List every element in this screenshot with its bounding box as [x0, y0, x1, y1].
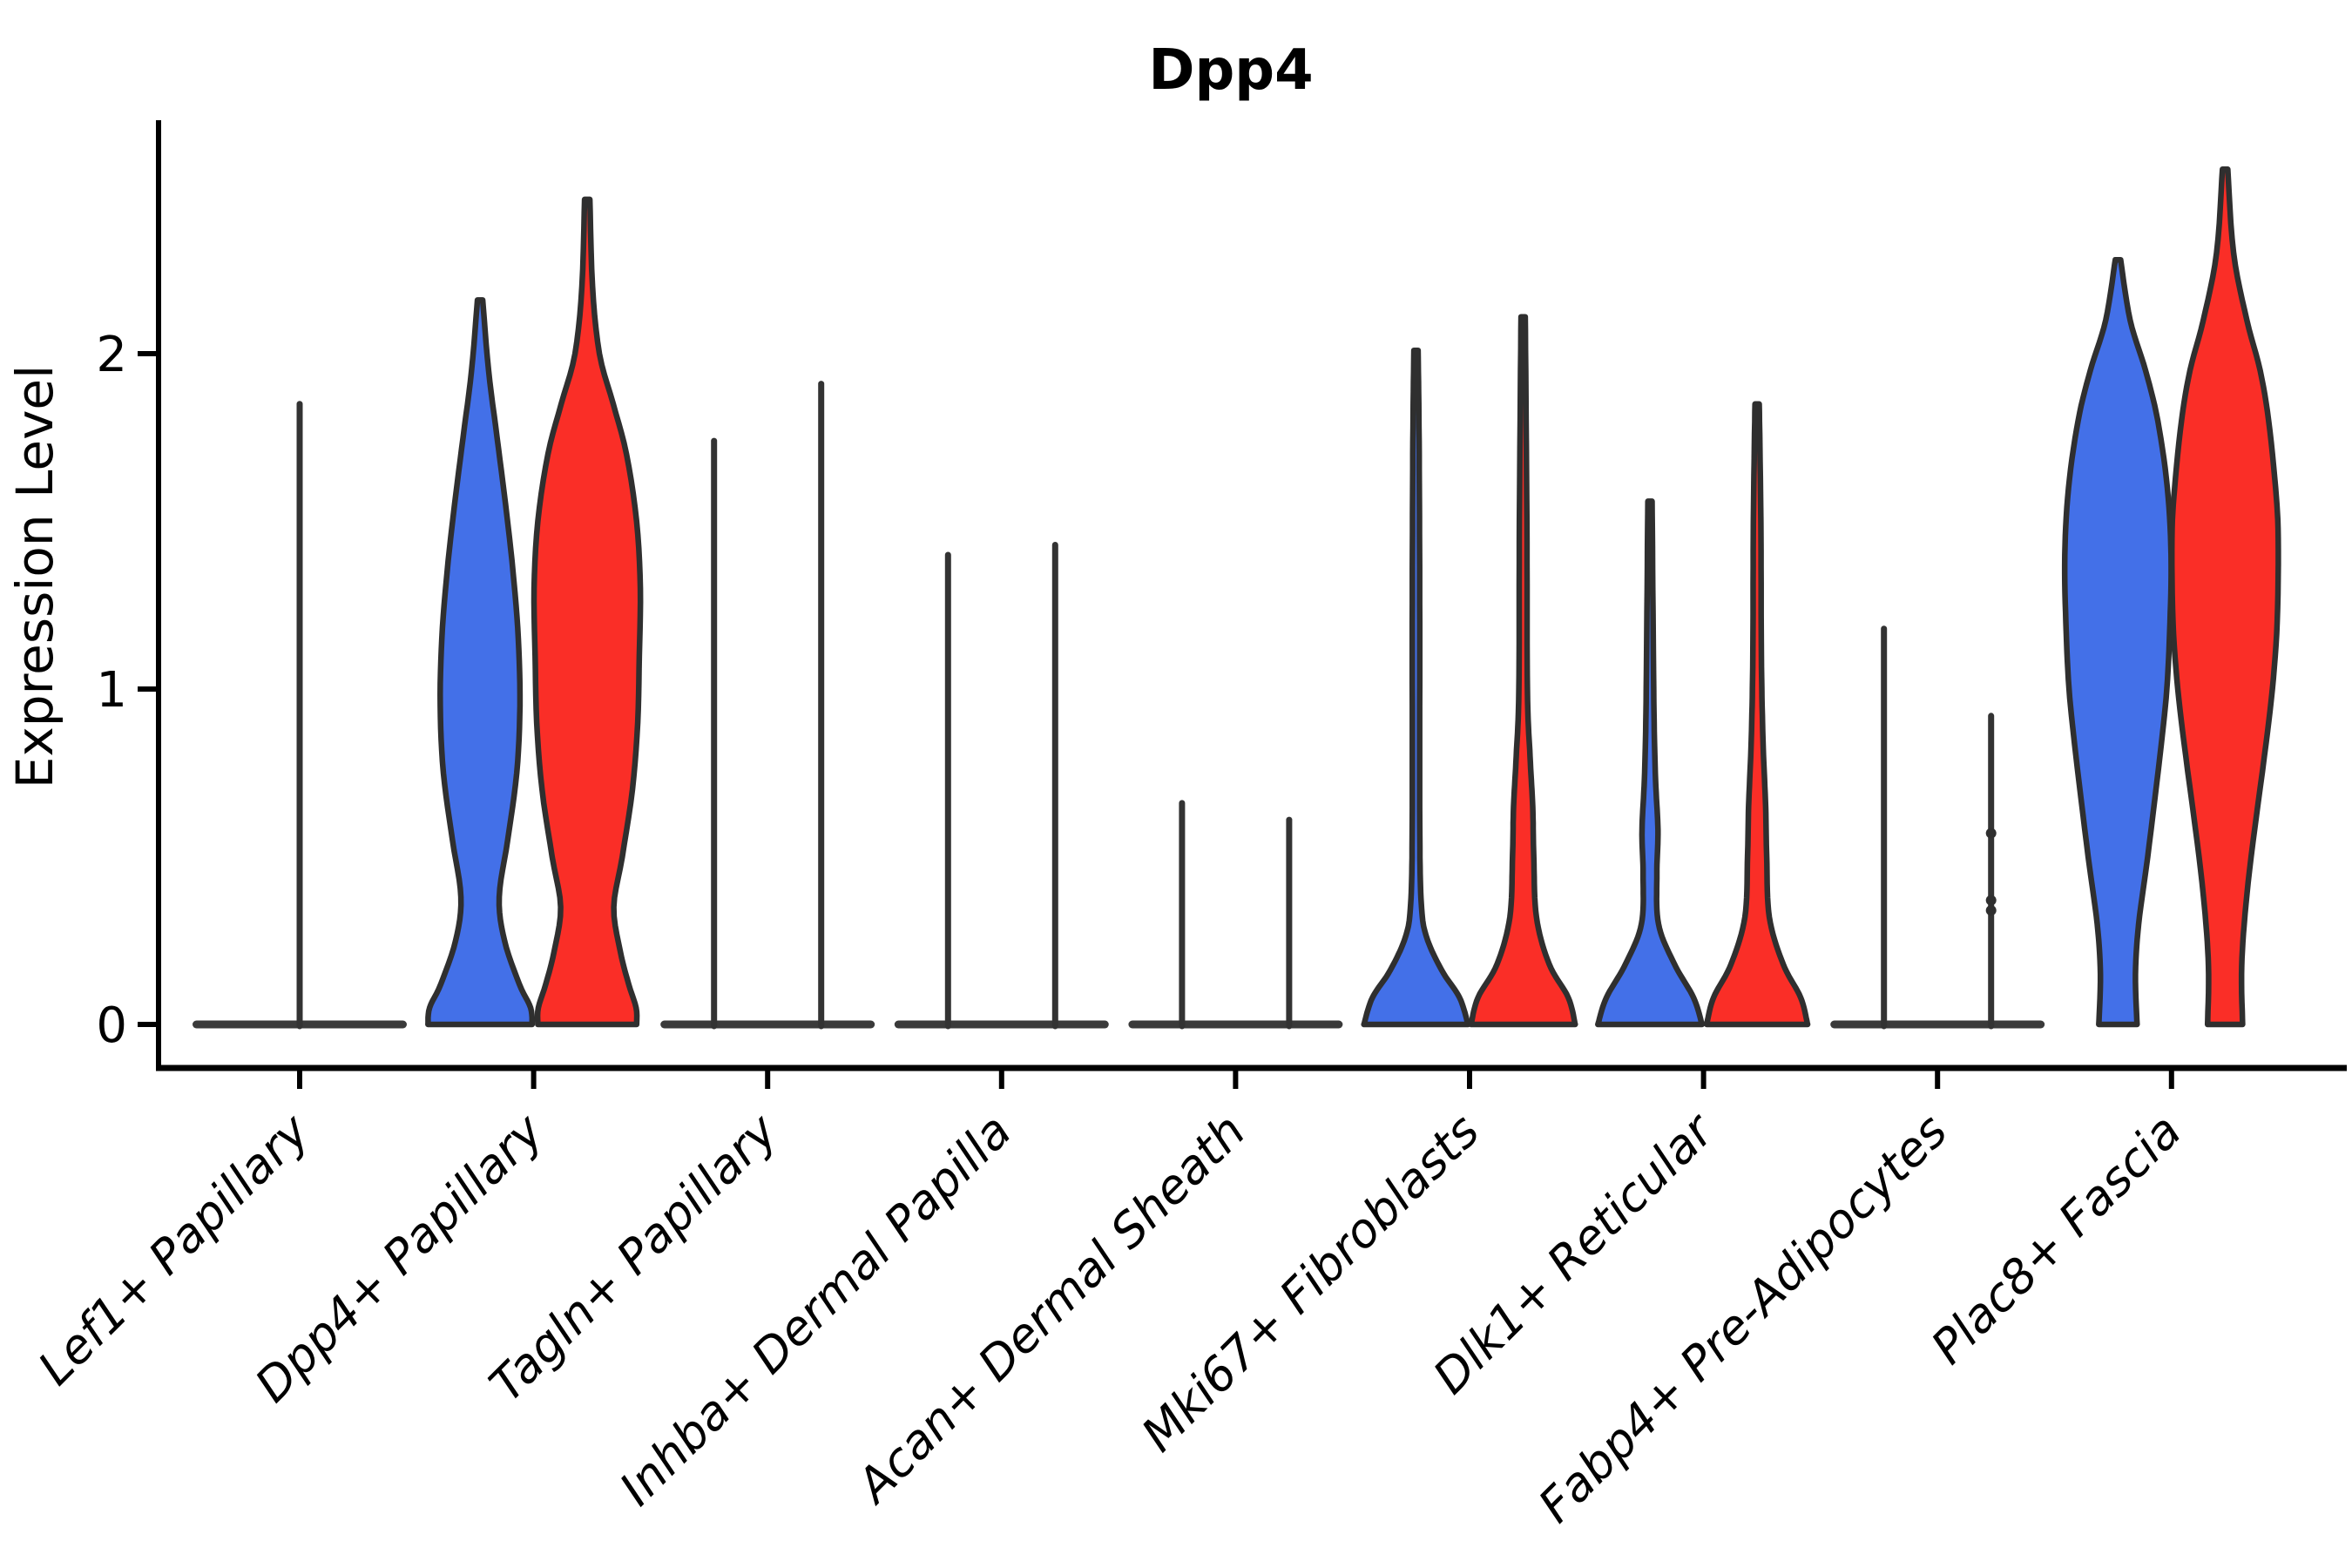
red-violin: [1468, 314, 1578, 1028]
blue-violin: [2061, 256, 2174, 1028]
blue-violin: [1361, 347, 1471, 1028]
blue-violin: [1595, 498, 1706, 1028]
zero-expression-line: [894, 1020, 1109, 1029]
violin-group: [1595, 401, 1811, 1028]
blue-violin: [425, 297, 536, 1028]
red-violin: [531, 196, 644, 1028]
violin-group: [193, 401, 407, 1030]
x-tick-label: Acan+ Dermal Sheath: [845, 1104, 1256, 1515]
violin-group: [660, 381, 875, 1030]
axes-layer: [138, 120, 2347, 1089]
spike-point-dot: [1985, 905, 1997, 916]
chart-title: Dpp4: [1148, 38, 1313, 103]
zero-expression-line: [1830, 1020, 2045, 1029]
violin-group: [1361, 314, 1578, 1028]
violin-group: [1830, 625, 2045, 1030]
spike-point-dot: [1985, 828, 1997, 839]
violin-group: [2061, 166, 2281, 1028]
y-axis-label: Expression Level: [5, 365, 64, 788]
zero-expression-line: [1128, 1020, 1343, 1029]
red-violin: [2168, 166, 2281, 1028]
x-tick-label: Plac8+ Fascia: [1921, 1104, 2192, 1375]
y-tick-label: 2: [96, 327, 127, 383]
spike-point-dot: [1985, 895, 1997, 906]
violin-group: [425, 196, 644, 1028]
zero-expression-line: [660, 1020, 875, 1029]
violin-layer: [193, 166, 2281, 1030]
y-tick-label: 1: [96, 662, 127, 719]
x-tick-label: Inhba+ Dermal Papilla: [609, 1104, 1022, 1517]
x-tick-label: Fabp4+ Pre-Adipocytes: [1528, 1104, 1957, 1533]
red-violin: [1703, 401, 1811, 1028]
violin-group: [1128, 800, 1343, 1030]
y-tick-label: 0: [96, 997, 127, 1054]
violin-group: [894, 541, 1109, 1030]
